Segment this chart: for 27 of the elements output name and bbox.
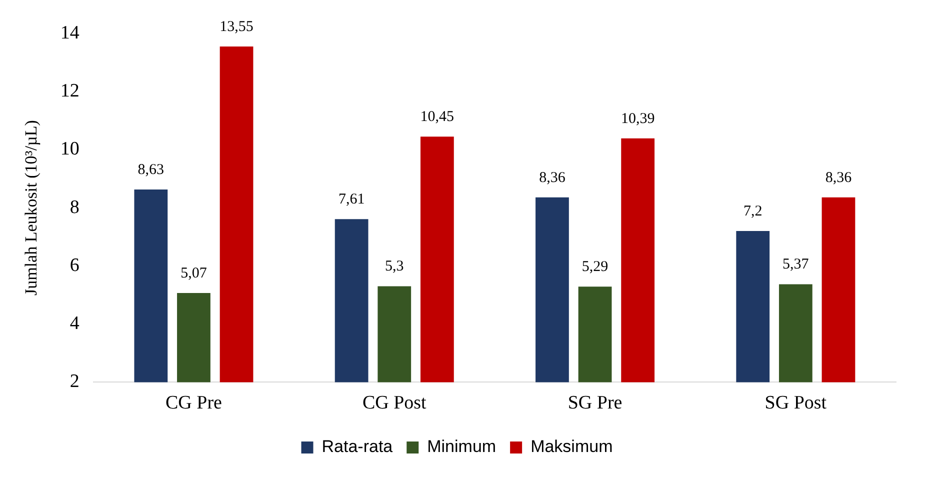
data-label: 5,29: [582, 259, 608, 276]
data-label: 8,63: [138, 162, 164, 178]
data-label: 5,3: [385, 258, 404, 275]
data-label: 5,07: [180, 265, 208, 282]
data-label: 10,45: [420, 109, 454, 126]
y-axis-title: Jumlah Leukosit (10³/µL): [22, 120, 41, 296]
y-tick-label: 12: [60, 80, 80, 102]
y-tick-label: 8: [70, 196, 80, 218]
y-tick-label: 10: [60, 138, 80, 160]
x-tick-label: CG Pre: [165, 392, 222, 414]
y-tick-label: 2: [70, 371, 80, 392]
legend-label: Maksimum: [530, 437, 613, 456]
data-label: 10,39: [620, 110, 655, 127]
x-tick-label: CG Post: [362, 392, 428, 414]
legend-label: Minimum: [427, 437, 496, 456]
data-label: 5,37: [782, 256, 810, 273]
y-tick-label: 6: [70, 254, 80, 276]
x-tick-label: SG Post: [764, 392, 828, 414]
data-label: 7,2: [743, 203, 762, 220]
legend-label: Rata-rata: [322, 437, 394, 456]
data-label: 8,36: [825, 170, 852, 186]
data-label: 7,61: [338, 192, 365, 208]
x-tick-label: SG Pre: [568, 392, 622, 414]
data-label: 13,55: [220, 18, 254, 35]
data-label: 8,36: [539, 170, 566, 186]
y-tick-label: 4: [70, 313, 80, 334]
y-tick-label: 14: [60, 22, 80, 44]
